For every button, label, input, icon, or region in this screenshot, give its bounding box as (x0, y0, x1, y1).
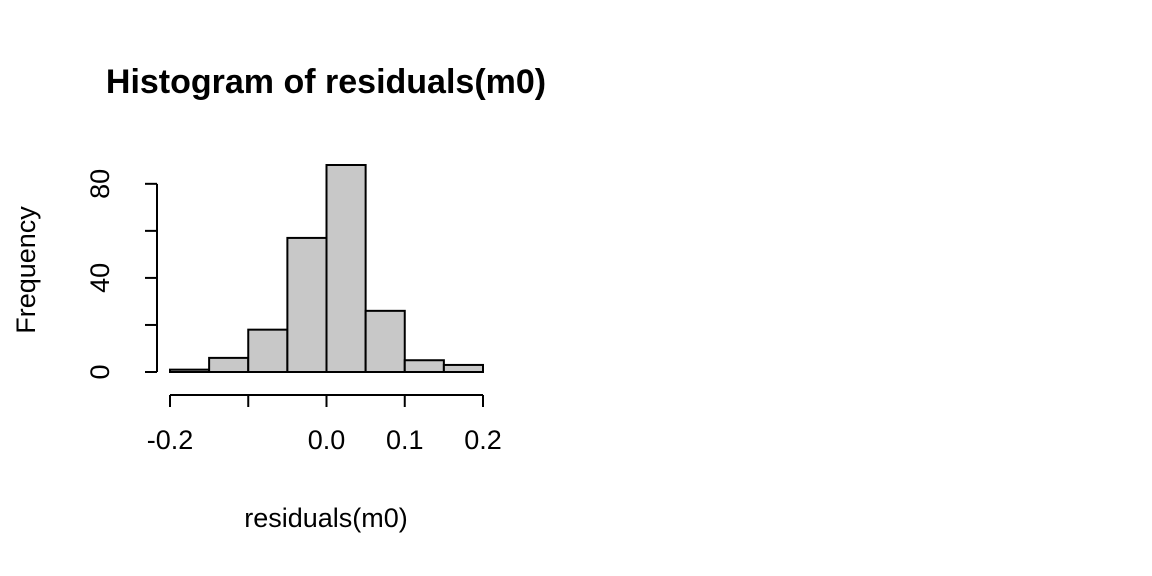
histogram-bar-1 (208, 356, 250, 373)
y-axis-label: Frequency (11, 206, 41, 334)
x-tick-label-4: 0.2 (464, 425, 502, 455)
chart-title: Histogram of residuals(m0) (106, 63, 546, 101)
x-tick-label-0: -0.2 (147, 425, 194, 455)
histogram-bar-0 (169, 368, 211, 374)
x-axis-label: residuals(m0) (244, 503, 408, 533)
bars-group (169, 164, 484, 374)
histogram-bar-6 (403, 359, 445, 374)
y-tick-label-2: 40 (85, 263, 115, 293)
histogram-bar-4 (325, 164, 367, 373)
histogram-bar-3 (286, 236, 328, 373)
x-tick-label-2: 0.0 (308, 425, 346, 455)
y-tick-label-0: 0 (85, 364, 115, 379)
x-axis: -0.2 0.0 0.1 0.2 (147, 394, 502, 455)
y-tick-label-4: 80 (85, 169, 115, 199)
histogram-bar-2 (247, 328, 289, 373)
y-axis: 0 40 80 (85, 169, 158, 380)
histogram-bar-7 (442, 363, 484, 373)
x-tick-label-3: 0.1 (386, 425, 424, 455)
histogram-bar-5 (364, 309, 406, 374)
